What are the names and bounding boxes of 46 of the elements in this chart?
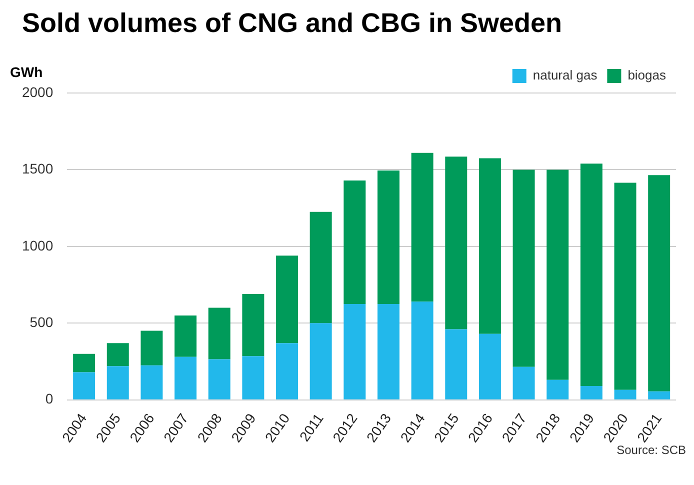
bar [106,343,129,366]
bar [411,152,434,302]
bar [478,334,501,400]
bar [377,304,400,400]
bar [310,323,332,400]
bar [648,175,670,392]
bar [174,356,197,400]
y-tick-label: 0 [45,390,54,407]
bar [614,390,636,400]
bar [140,330,163,366]
bar [208,308,230,360]
bar [242,294,264,356]
y-tick-label: 500 [30,314,54,330]
y-tick-label: 2000 [22,84,54,100]
bar [344,304,366,400]
bar [512,366,535,400]
bar [106,366,129,400]
y-axis-title: GWh [10,64,43,80]
bar [580,386,602,400]
bar [276,343,298,400]
y-tick-label: 1000 [22,237,54,254]
y-tick-label: 1500 [22,160,54,177]
bar [546,170,569,380]
bar [648,391,670,400]
bar [411,302,434,400]
bar [478,158,501,334]
bar [377,170,400,304]
bar [344,180,366,304]
bar [614,182,636,390]
bar [208,359,230,400]
bar [276,256,298,344]
bar [242,356,264,400]
legend-label: natural gas [532,68,598,83]
bar [580,164,602,386]
bar [140,365,163,400]
bar [73,354,96,372]
source-note: Source: SCB [616,443,686,457]
chart-title: Sold volumes of CNG and CBG in Sweden [22,8,564,39]
bar [546,380,569,400]
bar [310,212,332,324]
legend-label: biogas [628,68,666,83]
bar [445,156,468,330]
bar [445,329,468,400]
bar [73,372,96,400]
bar [512,170,535,367]
bar [174,315,197,357]
